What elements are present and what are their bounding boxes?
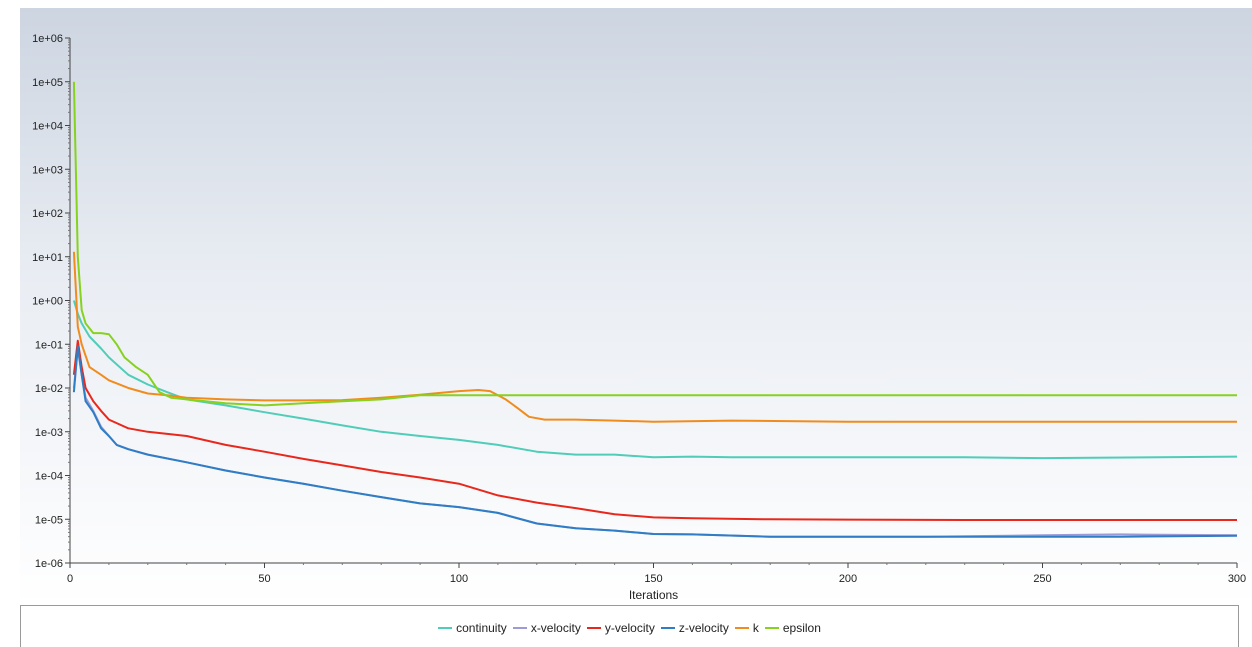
series-line-y-velocity: [72, 339, 1237, 521]
legend-label: continuity: [456, 621, 507, 635]
y-tick-label: 1e+03: [32, 164, 63, 176]
axes: 1e+06 1e+05 1e+04 1e+03 1e+02 1e+01 1e+00 1e-01…: [32, 33, 1246, 585]
legend-label: z-velocity: [678, 621, 729, 635]
y-tick-label: 1e-03: [35, 427, 63, 439]
y-tick-label: 1e-05: [35, 514, 63, 526]
residuals-chart: 1e+06 1e+05 1e+04 1e+03 1e+02 1e+01 1e+00 1e-01…: [32, 33, 1246, 602]
series-lines: [72, 81, 1238, 538]
legend-item-k[interactable]: k: [734, 621, 759, 635]
legend-item-continuity[interactable]: continuity: [438, 621, 507, 635]
x-tick-label: 50: [258, 573, 270, 585]
y-tick-label: 1e-02: [35, 383, 63, 395]
y-tick-label: 1e+02: [32, 208, 63, 220]
legend-label: epsilon: [782, 621, 821, 635]
x-tick-label: 100: [450, 573, 468, 585]
legend-swatch: [438, 627, 453, 629]
legend: continuity x-velocity y-velocity z-velocity…: [20, 605, 1239, 647]
legend-swatch: [660, 627, 675, 629]
y-tick-label: 1e+04: [32, 121, 63, 133]
legend-label: y-velocity: [604, 621, 655, 635]
series-line-x-velocity: [72, 347, 1238, 538]
legend-item-x-velocity[interactable]: x-velocity: [512, 621, 581, 635]
legend-label: x-velocity: [530, 621, 581, 635]
x-tick-label: 200: [839, 573, 857, 585]
x-tick-label: 0: [67, 573, 73, 585]
legend-swatch: [586, 627, 601, 629]
legend-label: k: [752, 621, 759, 635]
x-axis-title: Iterations: [629, 588, 678, 602]
y-tick-label: 1e-06: [35, 558, 63, 570]
x-tick-label: 300: [1228, 573, 1246, 585]
x-tick-label: 250: [1033, 573, 1051, 585]
x-tick-label: 150: [644, 573, 662, 585]
legend-items: continuity x-velocity y-velocity z-velocity…: [21, 621, 1238, 635]
y-tick-label: 1e+01: [32, 252, 63, 264]
legend-item-epsilon[interactable]: epsilon: [764, 621, 821, 635]
y-tick-label: 1e+06: [32, 33, 63, 45]
y-tick-label: 1e-04: [35, 471, 63, 483]
y-tick-label: 1e+05: [32, 77, 63, 89]
legend-swatch: [734, 627, 749, 629]
legend-swatch: [512, 627, 527, 629]
legend-item-z-velocity[interactable]: z-velocity: [660, 621, 729, 635]
series-line-z-velocity: [72, 345, 1238, 538]
legend-item-y-velocity[interactable]: y-velocity: [586, 621, 655, 635]
plot-background: [20, 8, 1252, 605]
y-tick-label: 1e+00: [32, 296, 63, 308]
series-line-continuity: [72, 300, 1238, 460]
series-line-epsilon: [72, 81, 1237, 407]
y-tick-label: 1e-01: [35, 339, 63, 351]
legend-swatch: [764, 627, 779, 629]
